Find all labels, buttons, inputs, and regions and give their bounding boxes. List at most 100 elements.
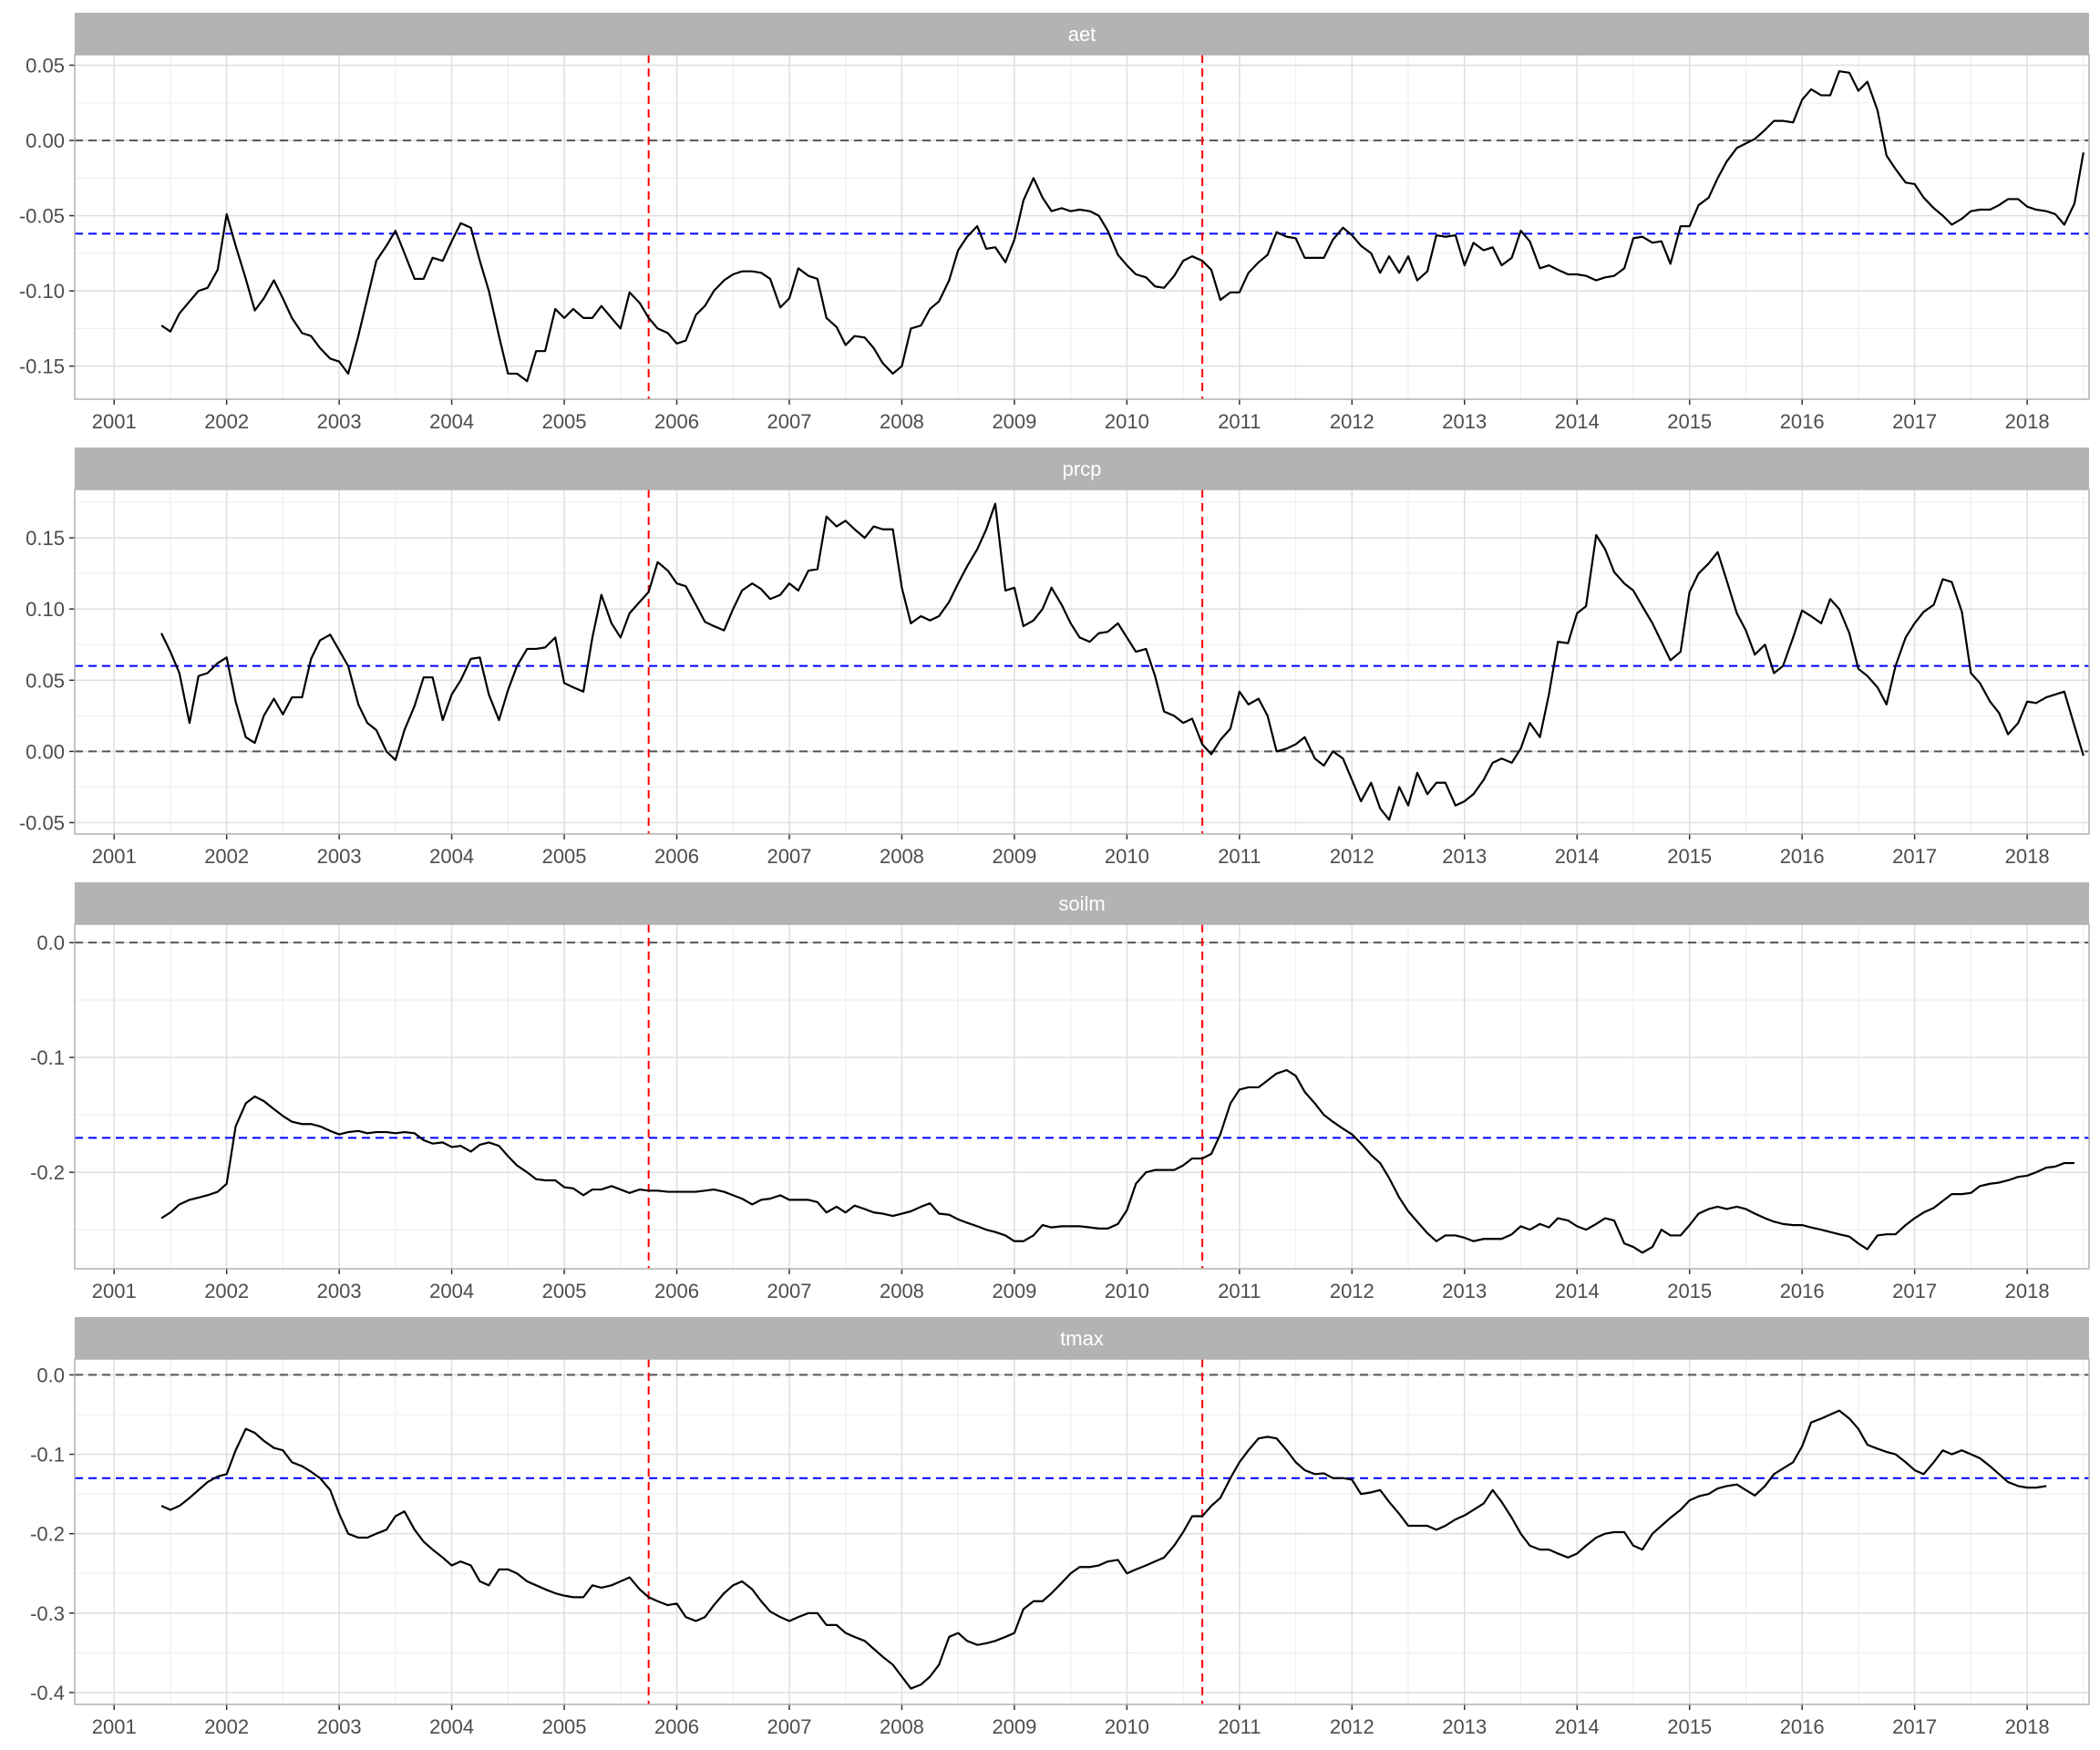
x-tick-label: 2008 (880, 1715, 924, 1738)
x-tick-label: 2009 (992, 410, 1036, 433)
x-tick-label: 2016 (1780, 1280, 1825, 1302)
x-tick-label: 2004 (429, 410, 474, 433)
x-tick-label: 2017 (1892, 845, 1937, 868)
y-tick-label: -0.2 (30, 1523, 65, 1546)
panel-border (74, 489, 2090, 835)
y-tick-label: -0.10 (19, 280, 65, 303)
x-tick-label: 2001 (92, 845, 137, 868)
facet-strip-label: prcp (1063, 458, 1102, 480)
x-tick-label: 2011 (1218, 1715, 1261, 1738)
x-tick-label: 2009 (992, 1280, 1036, 1302)
panel-soilm: soilm 2001 2002 2003 2004 2005 2006 2007 2008 200… (30, 882, 2090, 1302)
chart-panels: aet 2001 2002 2003 2004 2005 2006 2007 2008 2009 2… (19, 13, 2090, 1738)
x-tick-label: 2004 (429, 1715, 474, 1738)
x-tick-label: 2008 (880, 1280, 924, 1302)
x-tick-label: 2004 (429, 1280, 474, 1302)
plot-area (75, 55, 2089, 399)
x-tick-label: 2002 (204, 1715, 249, 1738)
x-tick-label: 2014 (1555, 1280, 1600, 1302)
x-tick-label: 2013 (1442, 845, 1487, 868)
x-tick-label: 2013 (1442, 1280, 1487, 1302)
y-tick-label: -0.05 (19, 205, 65, 228)
plot-area (75, 1359, 2089, 1704)
x-tick-label: 2013 (1442, 1715, 1487, 1738)
panel-border (74, 1358, 2090, 1705)
x-tick-label: 2014 (1555, 845, 1600, 868)
y-tick-label: -0.15 (19, 355, 65, 378)
x-tick-label: 2007 (767, 1280, 812, 1302)
panel-border (74, 923, 2090, 1270)
x-tick-label: 2001 (92, 1280, 137, 1302)
facet-strip (75, 1317, 2089, 1359)
x-tick-label: 2016 (1780, 410, 1825, 433)
x-tick-label: 2017 (1892, 1280, 1937, 1302)
panel-prcp: prcp 2001 2002 2003 2004 2005 2006 2007 2008 2009… (19, 448, 2090, 868)
y-tick-label: -0.05 (19, 812, 65, 835)
series-line-aet (160, 70, 2085, 383)
y-tick-label: -0.4 (30, 1682, 65, 1704)
x-tick-label: 2003 (317, 410, 362, 433)
x-tick-label: 2010 (1105, 1715, 1149, 1738)
x-tick-label: 2016 (1780, 1715, 1825, 1738)
facet-strip-label: aet (1068, 23, 1096, 46)
x-tick-label: 2003 (317, 845, 362, 868)
y-tick-label: 0.05 (26, 55, 65, 77)
x-tick-label: 2016 (1780, 845, 1825, 868)
x-tick-label: 2001 (92, 1715, 137, 1738)
series-line-soilm (160, 1068, 2074, 1254)
x-tick-label: 2004 (429, 845, 474, 868)
x-tick-label: 2011 (1218, 845, 1261, 868)
x-tick-label: 2006 (654, 845, 699, 868)
x-tick-label: 2014 (1555, 1715, 1600, 1738)
x-tick-label: 2015 (1667, 845, 1712, 868)
x-tick-label: 2005 (542, 1280, 587, 1302)
x-tick-label: 2008 (880, 410, 924, 433)
y-tick-label: 0.0 (36, 932, 65, 954)
x-tick-label: 2015 (1667, 1715, 1712, 1738)
facet-strip (75, 13, 2089, 55)
x-tick-label: 2018 (2005, 1715, 2050, 1738)
x-tick-label: 2002 (204, 410, 249, 433)
y-tick-label: -0.2 (30, 1161, 65, 1184)
panel-tmax: tmax 2001 2002 2003 2004 2005 2006 2007 2008 2009… (30, 1317, 2090, 1738)
x-tick-label: 2003 (317, 1715, 362, 1738)
x-tick-label: 2009 (992, 1715, 1036, 1738)
x-tick-label: 2002 (204, 1280, 249, 1302)
x-tick-label: 2006 (654, 1715, 699, 1738)
y-tick-label: 0.05 (26, 669, 65, 692)
panel-border (74, 54, 2090, 400)
plot-area (75, 489, 2089, 834)
x-tick-label: 2006 (654, 1280, 699, 1302)
facet-strip (75, 448, 2089, 489)
facet-strip (75, 882, 2089, 924)
x-tick-label: 2012 (1330, 845, 1374, 868)
x-tick-label: 2017 (1892, 1715, 1937, 1738)
facet-strip-label: soilm (1058, 892, 1105, 915)
x-tick-label: 2012 (1330, 410, 1374, 433)
y-tick-label: 0.15 (26, 527, 65, 550)
x-tick-label: 2007 (767, 410, 812, 433)
x-tick-label: 2011 (1218, 410, 1261, 433)
y-tick-label: -0.3 (30, 1602, 65, 1625)
x-tick-label: 2018 (2005, 845, 2050, 868)
y-tick-label: 0.00 (26, 129, 65, 152)
x-tick-label: 2011 (1218, 1280, 1261, 1302)
plot-area (75, 924, 2089, 1269)
y-tick-label: -0.1 (30, 1444, 65, 1467)
x-tick-label: 2010 (1105, 845, 1149, 868)
x-tick-label: 2018 (2005, 1280, 2050, 1302)
y-tick-label: 0.0 (36, 1364, 65, 1386)
y-tick-label: -0.1 (30, 1046, 65, 1069)
series-line-tmax (160, 1409, 2047, 1690)
x-tick-label: 2014 (1555, 410, 1600, 433)
x-tick-label: 2001 (92, 410, 137, 433)
x-tick-label: 2005 (542, 845, 587, 868)
panel-aet: aet 2001 2002 2003 2004 2005 2006 2007 2008 2009 2… (19, 13, 2090, 433)
y-tick-label: 0.10 (26, 598, 65, 621)
x-tick-label: 2015 (1667, 410, 1712, 433)
x-tick-label: 2003 (317, 1280, 362, 1302)
x-tick-label: 2005 (542, 1715, 587, 1738)
x-tick-label: 2010 (1105, 410, 1149, 433)
x-tick-label: 2012 (1330, 1280, 1374, 1302)
